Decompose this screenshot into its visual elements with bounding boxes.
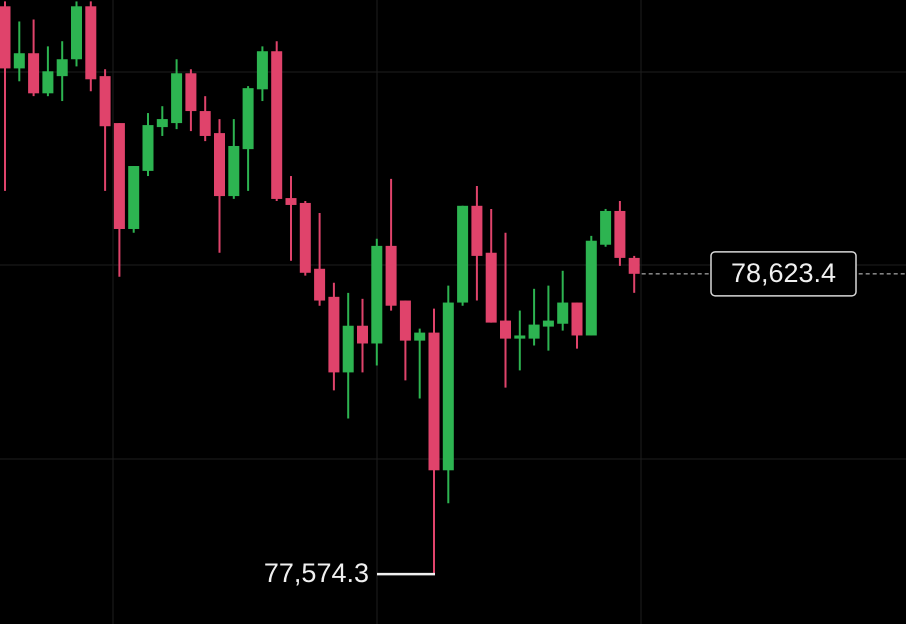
candle-body — [113, 123, 125, 229]
candle-body — [328, 296, 340, 373]
candle-body — [99, 76, 111, 127]
last-price-box — [710, 251, 857, 297]
candle-body — [71, 6, 82, 60]
candle-body — [471, 205, 483, 256]
candle-body — [256, 51, 268, 90]
candle-body — [142, 125, 154, 171]
candle-body — [442, 302, 454, 471]
candle-body — [171, 73, 183, 124]
candle-body — [457, 205, 469, 303]
candle-body — [585, 240, 597, 336]
candle-body — [600, 210, 612, 245]
last-price-label: 78,623.4 — [731, 258, 836, 288]
candle-body — [85, 6, 97, 80]
candle-body — [228, 145, 240, 197]
candle-body — [385, 245, 397, 306]
candle-body — [299, 202, 311, 273]
candle-body — [271, 51, 283, 199]
candle-body — [571, 302, 583, 336]
candle-body — [42, 71, 54, 94]
candle-body — [285, 198, 297, 205]
candle-body — [371, 245, 383, 344]
candle-body — [242, 88, 254, 150]
candle-body — [557, 302, 569, 324]
candle-body — [414, 332, 426, 341]
candle-body — [0, 6, 11, 69]
candle-body — [500, 320, 511, 339]
candle-body — [399, 300, 411, 341]
candle-body — [314, 268, 326, 301]
candle-body — [13, 53, 25, 69]
candle-body — [428, 332, 440, 471]
candle-body — [357, 325, 368, 344]
low-marker-label: 77,574.3 — [264, 558, 369, 588]
candle-body — [28, 53, 40, 94]
candle-body — [56, 59, 68, 77]
candle-body — [128, 166, 140, 229]
candle-body — [542, 320, 554, 327]
candle-body — [628, 257, 640, 274]
candle-body — [514, 335, 526, 339]
candle-body — [199, 111, 211, 136]
candle-body — [156, 119, 168, 128]
candle-body — [185, 73, 197, 112]
candle-body — [614, 210, 626, 258]
candle-body — [342, 325, 354, 373]
candle-body — [485, 252, 497, 323]
candle-body — [214, 133, 225, 197]
candle-body — [528, 324, 540, 339]
